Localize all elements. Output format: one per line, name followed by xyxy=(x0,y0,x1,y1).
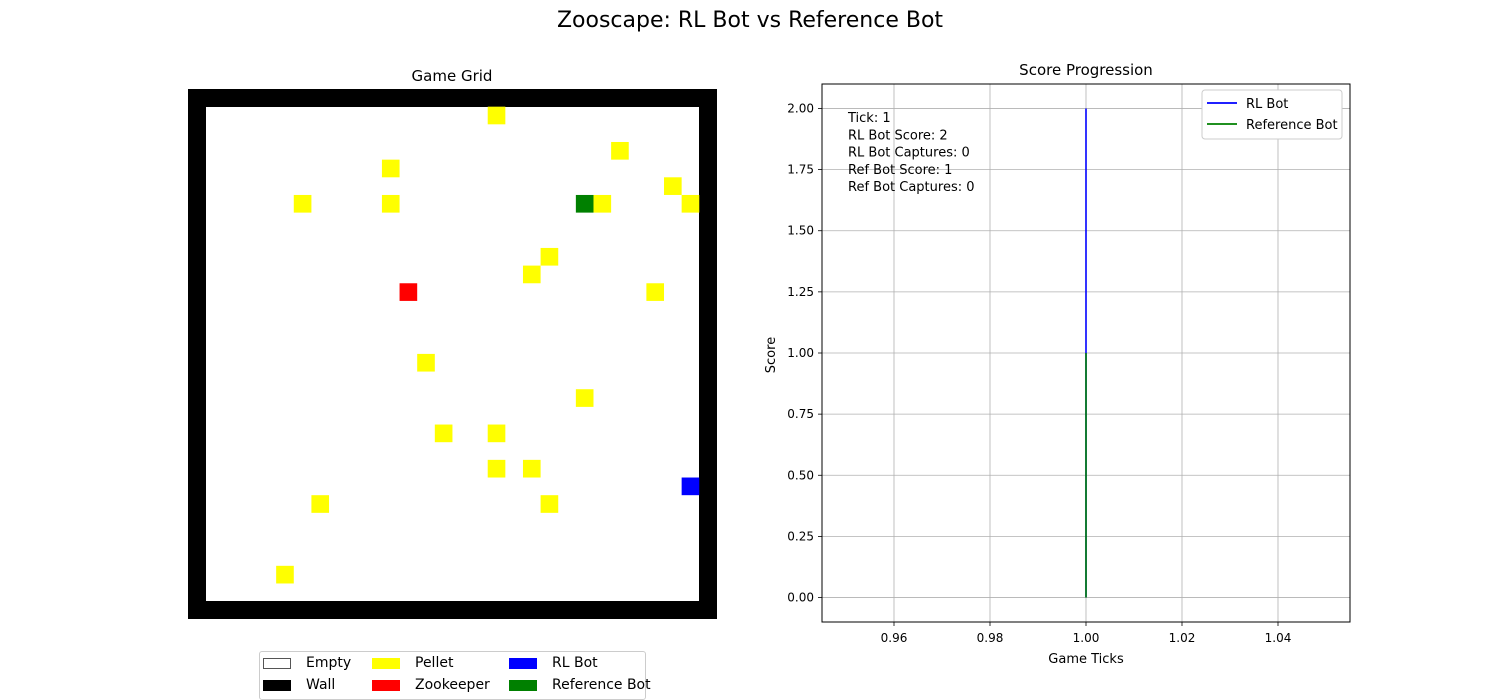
legend-swatch xyxy=(372,658,400,669)
chart-title: Score Progression xyxy=(1019,61,1153,79)
pellet-cell xyxy=(540,247,559,266)
legend-swatch xyxy=(372,680,400,691)
y-tick-label: 1.75 xyxy=(787,163,814,177)
chart-legend-label: Reference Bot xyxy=(1246,118,1338,133)
legend-swatch xyxy=(509,658,537,669)
pellet-cell xyxy=(664,177,682,195)
pellet-cell xyxy=(540,495,559,513)
zookeeper-cell xyxy=(399,283,418,301)
legend-label: RL Bot xyxy=(552,655,598,671)
pellet-cell xyxy=(417,353,435,372)
pellet-cell xyxy=(311,495,330,513)
pellet-cell xyxy=(575,389,594,407)
legend-item: Zookeeper xyxy=(372,675,512,695)
annotation-line: RL Bot Captures: 0 xyxy=(848,146,970,161)
x-tick-label: 1.04 xyxy=(1265,631,1292,645)
annotation-line: RL Bot Score: 2 xyxy=(848,128,948,143)
pellet-cell xyxy=(487,106,506,125)
grid-empty-area xyxy=(206,107,699,601)
y-tick-label: 1.25 xyxy=(787,285,814,299)
pellet-cell xyxy=(593,194,612,213)
pellet-cell xyxy=(434,424,453,443)
x-tick-label: 1.02 xyxy=(1169,631,1196,645)
chart-ylabel: Score xyxy=(764,337,779,373)
pellet-cell xyxy=(276,565,294,584)
chart-annotation: Tick: 1 RL Bot Score: 2 RL Bot Captures: 0… xyxy=(847,111,975,195)
chart-ticks: 0.96 0.98 1.00 1.02 1.04 0.00 0.25 0.50 0.75 1.00… xyxy=(787,101,1291,645)
y-tick-label: 0.75 xyxy=(787,407,814,421)
legend-item: RL Bot xyxy=(509,653,649,673)
pellet-cell xyxy=(522,265,541,284)
legend-item: Wall xyxy=(263,675,403,695)
pellet-cell xyxy=(611,141,629,160)
legend-swatch xyxy=(509,680,537,691)
legend-swatch xyxy=(263,658,291,669)
pellet-cell xyxy=(522,459,541,478)
y-tick-label: 0.25 xyxy=(787,529,814,543)
figure-title: Zooscape: RL Bot vs Reference Bot xyxy=(556,8,944,33)
rl-bot-cell xyxy=(681,477,700,496)
y-tick-label: 0.00 xyxy=(787,591,814,605)
annotation-line: Ref Bot Score: 1 xyxy=(848,163,952,178)
annotation-line: Tick: 1 xyxy=(847,111,891,126)
legend-item: Reference Bot xyxy=(509,675,651,695)
pellet-cell xyxy=(487,459,506,478)
legend-label: Wall xyxy=(306,677,336,693)
pellet-cell xyxy=(293,194,312,213)
chart-legend-label: RL Bot xyxy=(1246,97,1288,112)
x-tick-label: 1.00 xyxy=(1073,631,1100,645)
grid-title: Game Grid xyxy=(412,67,493,85)
y-tick-label: 0.50 xyxy=(787,468,814,482)
x-tick-label: 0.96 xyxy=(881,631,908,645)
legend-label: Empty xyxy=(306,655,352,671)
x-tick-label: 0.98 xyxy=(977,631,1004,645)
legend-label: Pellet xyxy=(415,655,454,671)
reference-bot-cell xyxy=(575,194,594,213)
legend-item: Pellet xyxy=(372,653,512,673)
chart-xlabel: Game Ticks xyxy=(1048,652,1124,667)
y-tick-label: 1.50 xyxy=(787,224,814,238)
legend-label: Zookeeper xyxy=(415,677,490,693)
legend-item: Empty xyxy=(263,653,403,673)
grid-legend: Empty Wall Pellet Zookeeper RL Bot Reference … xyxy=(259,651,651,700)
chart-legend: RL Bot Reference Bot xyxy=(1201,89,1343,140)
pellet-cell xyxy=(681,194,700,213)
annotation-line: Ref Bot Captures: 0 xyxy=(848,180,975,195)
pellet-cell xyxy=(646,283,665,301)
pellet-cell xyxy=(487,424,506,443)
y-tick-label: 2.00 xyxy=(787,101,814,115)
y-tick-label: 1.00 xyxy=(787,346,814,360)
legend-swatch xyxy=(263,680,291,691)
grid-cells xyxy=(276,106,700,584)
legend-label: Reference Bot xyxy=(552,677,651,693)
pellet-cell xyxy=(381,159,400,178)
pellet-cell xyxy=(381,194,400,213)
